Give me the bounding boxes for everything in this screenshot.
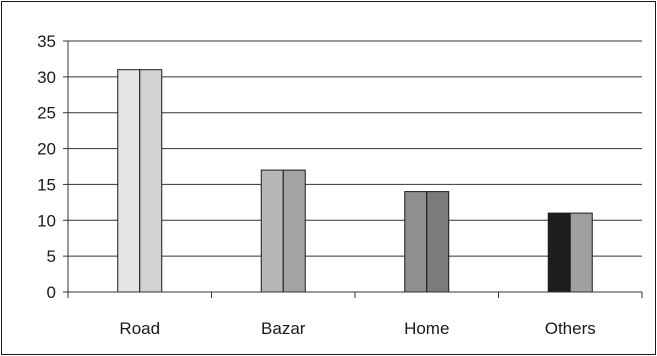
bar-home-2 (426, 191, 450, 293)
y-tick-label: 10 (37, 211, 56, 230)
x-tick-label-others: Others (545, 319, 596, 338)
y-tick-label: 25 (37, 104, 56, 123)
bar-road-2 (139, 69, 163, 293)
y-tick-label: 35 (37, 32, 56, 51)
y-tick-label: 30 (37, 68, 56, 87)
x-tick-label-road: Road (119, 319, 160, 338)
y-tick-label: 5 (47, 247, 56, 266)
x-tick-label-home: Home (404, 319, 449, 338)
bar-others-2 (569, 212, 593, 293)
x-tick-label-bazar: Bazar (261, 319, 306, 338)
bar-road-1 (117, 69, 141, 293)
y-tick-label: 0 (47, 283, 56, 302)
bars (117, 69, 593, 293)
y-tick-label: 15 (37, 175, 56, 194)
bar-home-1 (404, 191, 428, 293)
bar-bazar-2 (282, 169, 306, 293)
bar-bazar-1 (260, 169, 284, 293)
bar-others-1 (547, 212, 571, 293)
y-tick-label: 20 (37, 140, 56, 159)
y-axis: 0 5 10 15 20 25 30 35 (37, 32, 69, 302)
gridlines (68, 40, 642, 257)
x-axis: Road Bazar Home Others (67, 291, 643, 338)
